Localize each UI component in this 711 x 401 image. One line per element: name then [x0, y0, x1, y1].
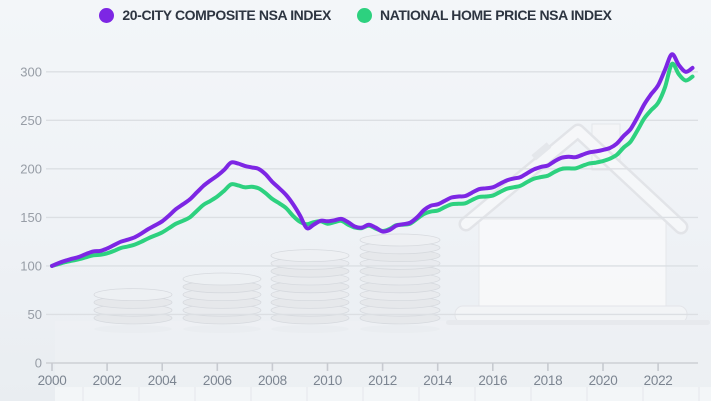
y-tick-label-150: 150 — [20, 210, 42, 225]
x-tick-label-2018: 2018 — [533, 373, 562, 388]
x-tick-label-2014: 2014 — [423, 373, 453, 388]
coin-stack-1-coin — [93, 288, 173, 302]
y-tick-label-200: 200 — [20, 161, 42, 176]
green-series-dot-icon — [356, 7, 372, 23]
x-tick-label-2006: 2006 — [203, 373, 232, 388]
purple-series-dot-icon — [99, 7, 115, 23]
x-tick-label-2016: 2016 — [478, 373, 507, 388]
legend-label-20-city: 20-CITY COMPOSITE NSA INDEX — [122, 7, 331, 23]
x-tick-label-2010: 2010 — [313, 373, 342, 388]
x-axis — [46, 362, 698, 371]
y-tick-label-0: 0 — [35, 356, 42, 371]
legend-item-20-city-composite[interactable]: 20-CITY COMPOSITE NSA INDEX — [99, 7, 331, 23]
y-tick-label-300: 300 — [20, 64, 42, 79]
x-tick-label-2004: 2004 — [148, 373, 178, 388]
coin-stack-reflection — [271, 325, 349, 333]
x-tick-label-2020: 2020 — [589, 373, 618, 388]
house-roof — [461, 126, 686, 232]
coin-stack-2-coin — [182, 272, 262, 286]
house-watermark — [446, 123, 710, 325]
coin-stack-reflection — [360, 325, 440, 333]
watermark-photo — [55, 123, 711, 401]
coin-stack-4-coin — [359, 233, 441, 247]
series-lines — [50, 52, 695, 268]
x-tick-label-2008: 2008 — [258, 373, 287, 388]
wall-panel-watermark — [55, 387, 711, 401]
gridlines — [46, 71, 698, 316]
coin-stack-3-coin — [270, 249, 350, 263]
coin-stack-reflection — [183, 325, 261, 333]
legend: 20-CITY COMPOSITE NSA INDEX NATIONAL HOM… — [0, 7, 711, 23]
y-tick-label-50: 50 — [28, 307, 42, 322]
legend-item-national[interactable]: NATIONAL HOME PRICE NSA INDEX — [356, 7, 612, 23]
y-tick-label-250: 250 — [20, 113, 42, 128]
y-tick-label-100: 100 — [20, 258, 42, 273]
series-line-20-city-composite — [50, 52, 695, 268]
wall-panel-strip — [55, 387, 711, 401]
legend-label-national: NATIONAL HOME PRICE NSA INDEX — [379, 7, 612, 23]
house-roof-vent — [531, 142, 552, 161]
x-tick-label-2000: 2000 — [38, 373, 67, 388]
x-tick-label-2012: 2012 — [368, 373, 397, 388]
coin-stack-reflection — [94, 325, 172, 333]
x-tick-label-2022: 2022 — [644, 373, 673, 388]
coin-stacks-watermark — [93, 233, 441, 333]
x-tick-label-2002: 2002 — [93, 373, 122, 388]
axis-labels: 0 50 100 150 200 250 300 2000 2002 2004 2006 2008 20… — [20, 64, 673, 388]
table-surface — [55, 321, 711, 388]
house-roof-edge — [458, 123, 689, 235]
house-ground-shadow — [446, 320, 710, 325]
